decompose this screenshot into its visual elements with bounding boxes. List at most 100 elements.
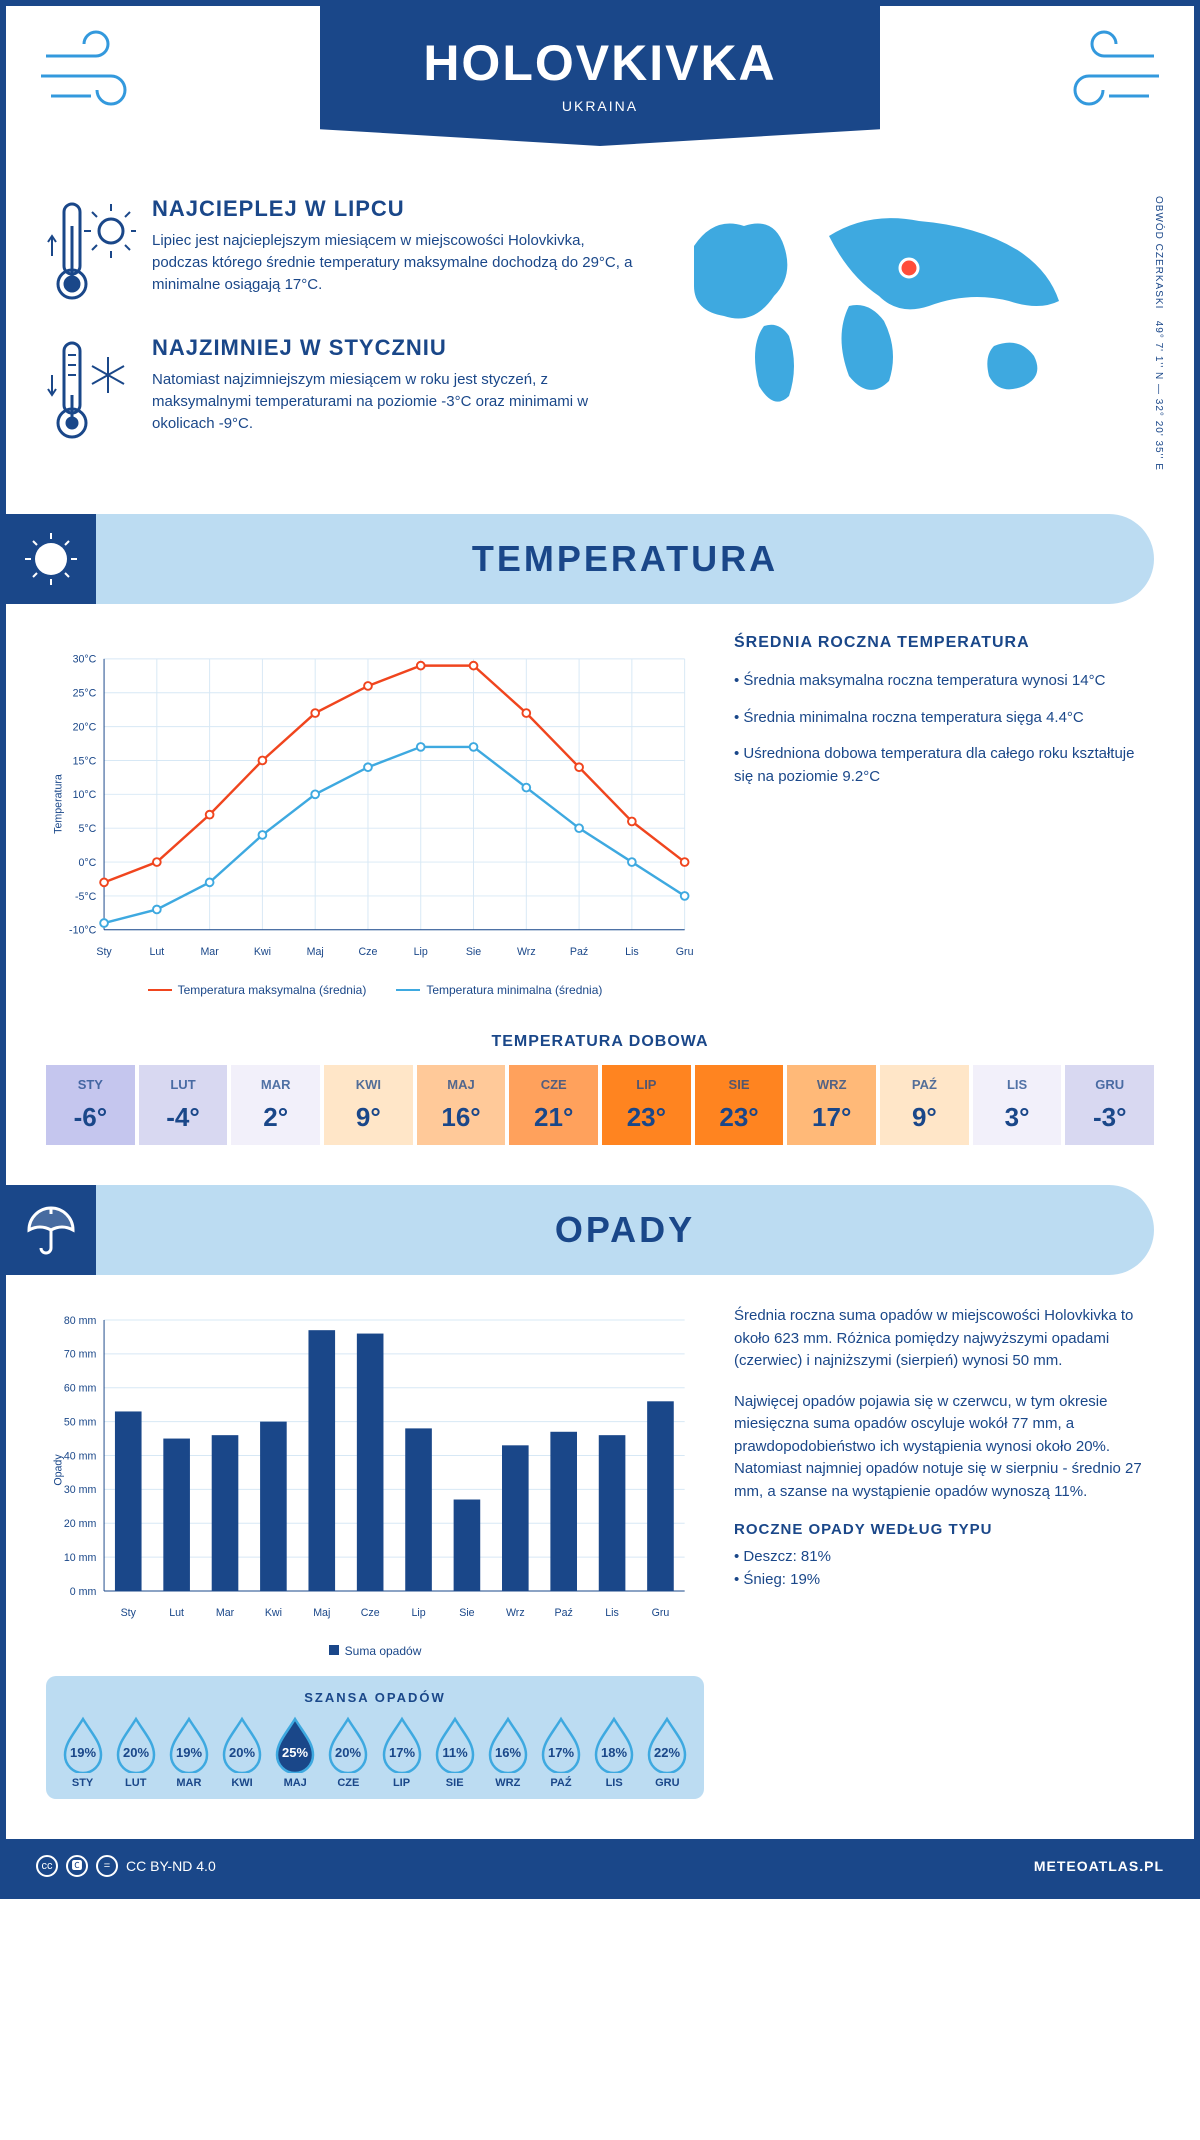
section-title-temperature: TEMPERATURA: [96, 538, 1154, 580]
chance-drop: 17%PAŹ: [537, 1715, 585, 1789]
svg-text:0 mm: 0 mm: [70, 1586, 97, 1598]
chance-drop: 20%KWI: [218, 1715, 266, 1789]
chance-title: SZANSA OPADÓW: [56, 1690, 694, 1705]
svg-text:16%: 16%: [495, 1745, 521, 1760]
country-subtitle: UKRAINA: [320, 98, 880, 114]
svg-text:10 mm: 10 mm: [64, 1552, 97, 1564]
svg-text:80 mm: 80 mm: [64, 1315, 97, 1327]
precipitation-section-bar: OPADY: [6, 1185, 1154, 1275]
svg-text:0°C: 0°C: [78, 857, 96, 869]
daily-temp-cell: KWI9°: [324, 1065, 413, 1145]
svg-text:Kwi: Kwi: [254, 946, 271, 958]
svg-text:40 mm: 40 mm: [64, 1450, 97, 1462]
fact-warm-text: Lipiec jest najcieplejszym miesiącem w m…: [152, 230, 644, 295]
svg-text:Sie: Sie: [459, 1607, 474, 1619]
daily-temp-cell: LIS3°: [973, 1065, 1062, 1145]
temperature-section-bar: TEMPERATURA: [6, 514, 1154, 604]
site-name: METEOATLAS.PL: [1034, 1858, 1164, 1874]
chance-drop: 17%LIP: [378, 1715, 426, 1789]
chance-drop: 16%WRZ: [484, 1715, 532, 1789]
chance-drop: 11%SIE: [431, 1715, 479, 1789]
daily-temp-cell: MAJ16°: [417, 1065, 506, 1145]
fact-cold-title: NAJZIMNIEJ W STYCZNIU: [152, 335, 644, 361]
svg-text:-5°C: -5°C: [75, 891, 97, 903]
svg-text:70 mm: 70 mm: [64, 1349, 97, 1361]
thermometer-sun-icon: [46, 196, 136, 311]
precipitation-summary: Średnia roczna suma opadów w miejscowośc…: [734, 1305, 1154, 1799]
svg-text:Paź: Paź: [570, 946, 588, 958]
svg-text:Lip: Lip: [411, 1607, 425, 1619]
temperature-chart: -10°C-5°C0°C5°C10°C15°C20°C25°C30°CStyLu…: [46, 634, 704, 997]
chance-drop: 19%MAR: [165, 1715, 213, 1789]
svg-text:Gru: Gru: [676, 946, 694, 958]
fact-warmest: NAJCIEPLEJ W LIPCU Lipiec jest najcieple…: [46, 196, 644, 311]
chance-drop: 25%MAJ: [271, 1715, 319, 1789]
svg-text:Lis: Lis: [625, 946, 639, 958]
svg-text:10°C: 10°C: [73, 789, 97, 801]
svg-text:Temperatura: Temperatura: [52, 774, 64, 834]
svg-text:11%: 11%: [442, 1745, 468, 1760]
precipitation-chance: SZANSA OPADÓW 19%STY20%LUT19%MAR20%KWI25…: [46, 1676, 704, 1799]
temp-summary-title: ŚREDNIA ROCZNA TEMPERATURA: [734, 634, 1154, 652]
svg-text:-10°C: -10°C: [69, 925, 97, 937]
daily-temp-cell: LIP23°: [602, 1065, 691, 1145]
svg-text:Mar: Mar: [200, 946, 219, 958]
svg-text:50 mm: 50 mm: [64, 1416, 97, 1428]
chance-drop: 20%CZE: [324, 1715, 372, 1789]
svg-text:15°C: 15°C: [73, 755, 97, 767]
svg-text:17%: 17%: [389, 1745, 415, 1760]
section-title-precipitation: OPADY: [96, 1209, 1154, 1251]
svg-text:Cze: Cze: [359, 946, 378, 958]
title-banner: HOLOVKIVKA UKRAINA: [320, 6, 880, 146]
precip-para: Najwięcej opadów pojawia się w czerwcu, …: [734, 1391, 1154, 1504]
license: cc🅲= CC BY-ND 4.0: [36, 1855, 216, 1877]
header: HOLOVKIVKA UKRAINA: [6, 6, 1194, 186]
svg-text:Sie: Sie: [466, 946, 481, 958]
chance-drop: 19%STY: [59, 1715, 107, 1789]
temp-bullet: • Uśredniona dobowa temperatura dla całe…: [734, 743, 1154, 788]
svg-text:20%: 20%: [335, 1745, 361, 1760]
svg-text:60 mm: 60 mm: [64, 1383, 97, 1395]
svg-text:19%: 19%: [176, 1745, 202, 1760]
fact-cold-text: Natomiast najzimniejszym miesiącem w rok…: [152, 369, 644, 434]
svg-text:22%: 22%: [654, 1745, 680, 1760]
svg-text:Cze: Cze: [361, 1607, 380, 1619]
svg-text:5°C: 5°C: [78, 823, 96, 835]
svg-text:30 mm: 30 mm: [64, 1484, 97, 1496]
svg-text:Sty: Sty: [96, 946, 112, 958]
svg-text:Maj: Maj: [313, 1607, 330, 1619]
svg-text:Mar: Mar: [216, 1607, 235, 1619]
fact-warm-title: NAJCIEPLEJ W LIPCU: [152, 196, 644, 222]
svg-text:Kwi: Kwi: [265, 1607, 282, 1619]
precipitation-chart: 0 mm10 mm20 mm30 mm40 mm50 mm60 mm70 mm8…: [46, 1305, 704, 1635]
svg-text:20%: 20%: [123, 1745, 149, 1760]
daily-temp-row: STY-6°LUT-4°MAR2°KWI9°MAJ16°CZE21°LIP23°…: [6, 1065, 1194, 1145]
world-map: [674, 196, 1094, 416]
chance-drop: 20%LUT: [112, 1715, 160, 1789]
svg-text:Gru: Gru: [652, 1607, 670, 1619]
chance-drop: 18%LIS: [590, 1715, 638, 1789]
svg-text:18%: 18%: [601, 1745, 627, 1760]
temp-bullet: • Średnia maksymalna roczna temperatura …: [734, 670, 1154, 693]
precip-legend: Suma opadów: [46, 1644, 704, 1658]
temperature-legend: Temperatura maksymalna (średnia) Tempera…: [46, 983, 704, 997]
svg-text:Paź: Paź: [555, 1607, 573, 1619]
temp-bullet: • Średnia minimalna roczna temperatura s…: [734, 707, 1154, 730]
svg-text:25°C: 25°C: [73, 688, 97, 700]
fact-coldest: NAJZIMNIEJ W STYCZNIU Natomiast najzimni…: [46, 335, 644, 450]
daily-temp-cell: GRU-3°: [1065, 1065, 1154, 1145]
svg-text:30°C: 30°C: [73, 654, 97, 666]
temperature-summary: ŚREDNIA ROCZNA TEMPERATURA • Średnia mak…: [734, 634, 1154, 997]
svg-text:20%: 20%: [229, 1745, 255, 1760]
umbrella-icon: [6, 1185, 96, 1275]
daily-temp-cell: WRZ17°: [787, 1065, 876, 1145]
daily-temp-cell: PAŹ9°: [880, 1065, 969, 1145]
svg-text:Opady: Opady: [52, 1454, 64, 1486]
daily-temp-cell: SIE23°: [695, 1065, 784, 1145]
svg-text:Sty: Sty: [121, 1607, 137, 1619]
location-marker: [900, 259, 918, 277]
svg-text:25%: 25%: [282, 1745, 308, 1760]
daily-temp-title: TEMPERATURA DOBOWA: [6, 1033, 1194, 1051]
svg-text:19%: 19%: [70, 1745, 96, 1760]
wind-icon: [1044, 26, 1164, 116]
